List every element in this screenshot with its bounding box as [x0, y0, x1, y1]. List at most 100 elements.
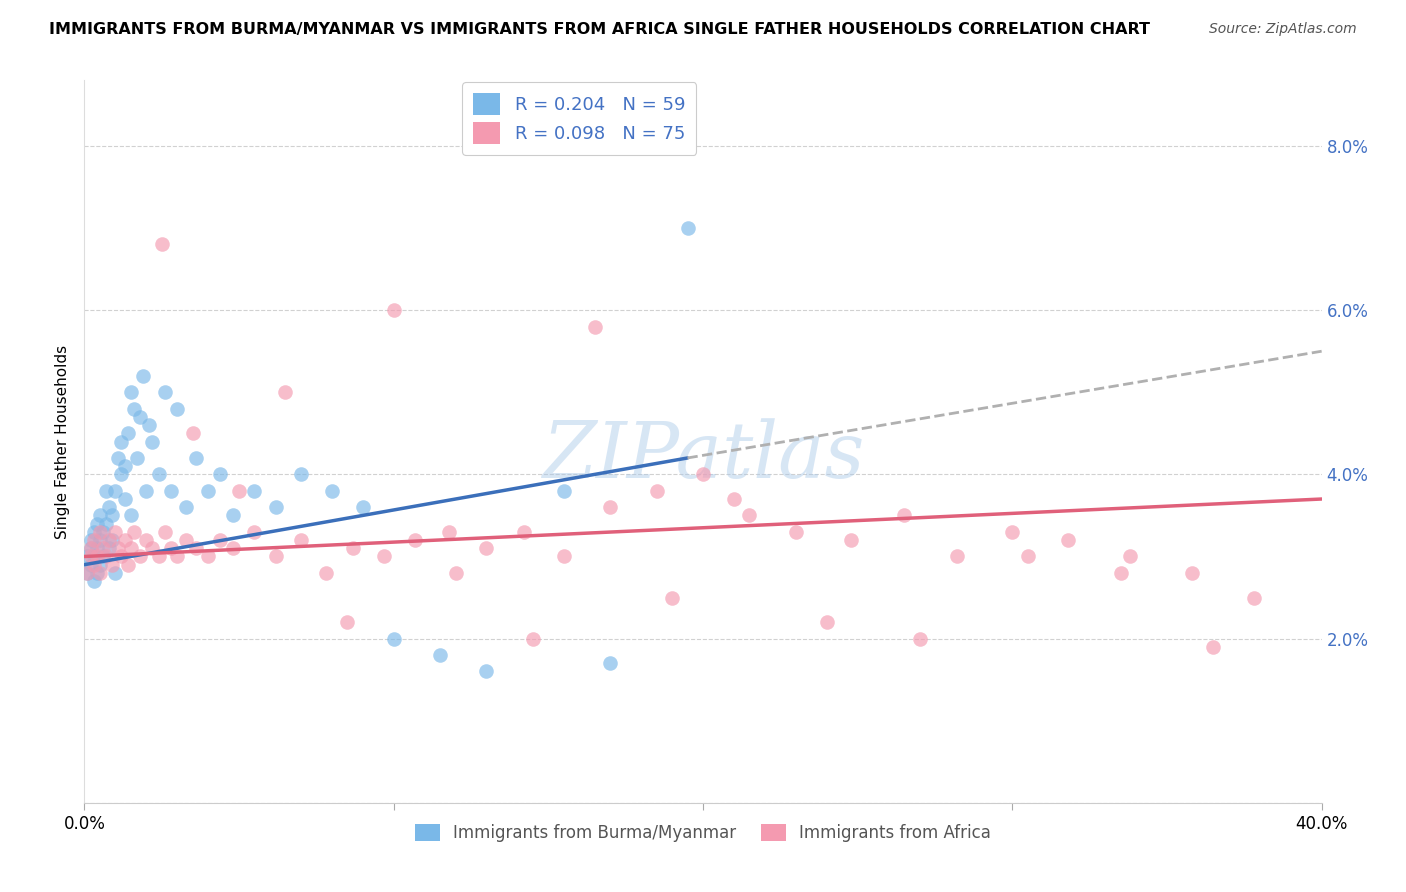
Point [135, 533, 157, 547]
Point [98, 500, 121, 515]
Point [723, 491, 745, 506]
Point [184, 450, 207, 465]
Point [444, 566, 467, 580]
Point [274, 385, 297, 400]
Point [110, 467, 132, 482]
Point [209, 533, 232, 547]
Point [86, 549, 108, 564]
Point [815, 615, 838, 630]
Point [107, 450, 129, 465]
Point [98, 541, 121, 556]
Point [122, 401, 145, 416]
Point [1202, 640, 1225, 654]
Point [1017, 549, 1039, 564]
Point [101, 558, 124, 572]
Point [91, 524, 114, 539]
Point [243, 483, 266, 498]
Point [104, 566, 127, 580]
Point [264, 500, 287, 515]
Point [79, 541, 101, 556]
Point [110, 434, 132, 449]
Point [166, 401, 188, 416]
Text: ZIPatlas: ZIPatlas [541, 417, 865, 494]
Point [76, 549, 98, 564]
Point [135, 483, 157, 498]
Point [645, 483, 668, 498]
Point [676, 221, 699, 235]
Point [382, 303, 405, 318]
Point [120, 541, 142, 556]
Point [94, 516, 117, 531]
Point [1057, 533, 1080, 547]
Point [94, 483, 117, 498]
Point [94, 549, 117, 564]
Point [89, 508, 111, 523]
Point [117, 558, 139, 572]
Point [184, 541, 207, 556]
Point [122, 524, 145, 539]
Point [522, 632, 544, 646]
Point [153, 524, 176, 539]
Point [176, 533, 198, 547]
Point [120, 385, 142, 400]
Point [599, 657, 621, 671]
Y-axis label: Single Father Households: Single Father Households [55, 344, 70, 539]
Point [342, 541, 364, 556]
Point [512, 524, 534, 539]
Point [181, 426, 204, 441]
Point [141, 434, 163, 449]
Point [89, 566, 111, 580]
Point [91, 549, 114, 564]
Point [429, 648, 451, 662]
Legend: Immigrants from Burma/Myanmar, Immigrants from Africa: Immigrants from Burma/Myanmar, Immigrant… [408, 817, 998, 848]
Point [79, 533, 101, 547]
Point [79, 549, 101, 564]
Point [209, 467, 232, 482]
Point [148, 549, 170, 564]
Point [1109, 566, 1132, 580]
Point [373, 549, 395, 564]
Point [83, 524, 105, 539]
Point [153, 385, 176, 400]
Point [1119, 549, 1142, 564]
Point [91, 541, 114, 556]
Point [150, 237, 173, 252]
Text: IMMIGRANTS FROM BURMA/MYANMAR VS IMMIGRANTS FROM AFRICA SINGLE FATHER HOUSEHOLDS: IMMIGRANTS FROM BURMA/MYANMAR VS IMMIGRA… [49, 22, 1150, 37]
Point [104, 524, 127, 539]
Point [166, 549, 188, 564]
Point [101, 508, 124, 523]
Point [89, 533, 111, 547]
Point [114, 533, 136, 547]
Point [404, 533, 426, 547]
Point [89, 558, 111, 572]
Point [117, 426, 139, 441]
Point [98, 533, 121, 547]
Point [692, 467, 714, 482]
Point [1181, 566, 1204, 580]
Point [125, 450, 148, 465]
Point [553, 549, 575, 564]
Point [222, 508, 245, 523]
Point [76, 566, 98, 580]
Point [89, 524, 111, 539]
Point [583, 319, 606, 334]
Point [138, 418, 160, 433]
Point [197, 549, 219, 564]
Text: Source: ZipAtlas.com: Source: ZipAtlas.com [1209, 22, 1357, 37]
Point [222, 541, 245, 556]
Point [661, 591, 683, 605]
Point [382, 632, 405, 646]
Point [841, 533, 863, 547]
Point [114, 491, 136, 506]
Point [160, 541, 183, 556]
Point [110, 549, 132, 564]
Point [439, 524, 461, 539]
Point [945, 549, 967, 564]
Point [86, 541, 108, 556]
Point [785, 524, 807, 539]
Point [290, 467, 312, 482]
Point [83, 558, 105, 572]
Point [290, 533, 312, 547]
Point [83, 549, 105, 564]
Point [79, 541, 101, 556]
